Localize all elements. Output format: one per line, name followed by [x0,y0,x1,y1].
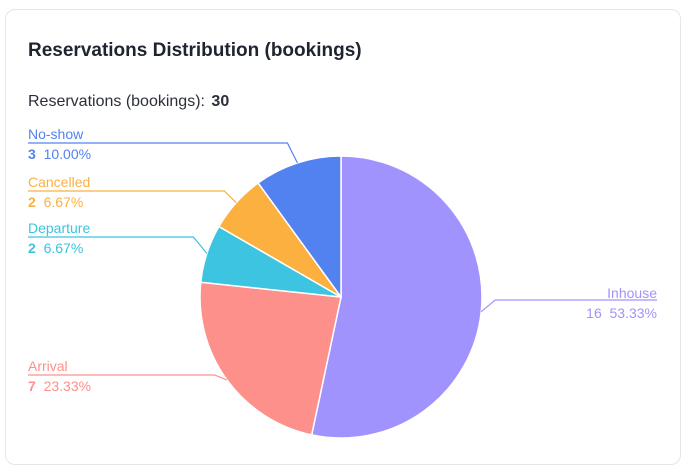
leader-line-cancelled [28,190,237,204]
slice-gap [602,305,610,321]
reservations-total-label: Reservations (bookings): [28,93,205,110]
slice-value-no-show: 3 10.00% [28,146,91,162]
slice-gap [36,378,44,394]
slice-count-no-show: 3 [28,146,36,162]
slice-gap [36,146,44,162]
slice-count-arrival: 7 [28,378,36,394]
pie-slice-inhouse[interactable] [310,155,483,439]
leader-line-no-show [28,142,298,164]
slice-value-cancelled: 2 6.67% [28,194,83,210]
slice-count-departure: 2 [28,240,36,256]
slice-percent-departure: 6.67% [44,240,84,256]
slice-value-inhouse: 16 53.33% [586,305,657,321]
slice-label-arrival: Arrival [28,358,68,374]
slice-value-arrival: 7 23.33% [28,378,91,394]
pie-slice-no-show[interactable] [257,155,342,300]
card-title: Reservations Distribution (bookings) [28,40,362,61]
slice-label-no-show: No-show [28,126,84,142]
reservations-total: Reservations (bookings): 30 [28,93,229,111]
slice-percent-arrival: 23.33% [44,378,91,394]
slice-percent-cancelled: 6.67% [44,194,84,210]
slice-label-inhouse: Inhouse [607,285,657,301]
leader-line-inhouse [480,299,657,313]
leader-line-departure [28,236,208,254]
slice-percent-no-show: 10.00% [44,146,91,162]
slice-count-inhouse: 16 [586,305,602,321]
slice-gap [36,194,44,210]
slice-percent-inhouse: 53.33% [610,305,657,321]
reservations-total-value: 30 [211,93,230,110]
pie-slice-arrival[interactable] [199,281,342,436]
leader-line-arrival [28,374,228,381]
slice-label-cancelled: Cancelled [28,174,90,190]
slice-label-departure: Departure [28,220,90,236]
slice-gap [36,240,44,256]
slice-count-cancelled: 2 [28,194,36,210]
slice-value-departure: 2 6.67% [28,240,83,256]
